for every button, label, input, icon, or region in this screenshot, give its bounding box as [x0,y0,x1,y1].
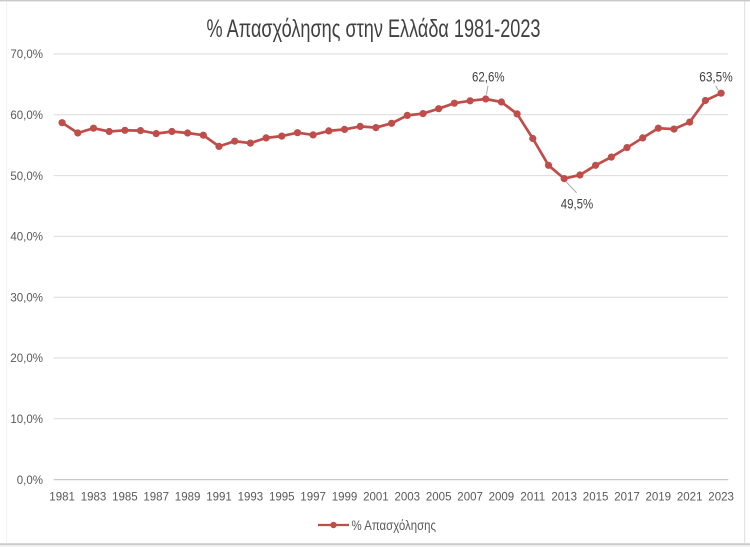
svg-text:1993: 1993 [238,491,264,503]
svg-text:1981: 1981 [49,491,75,503]
svg-text:2017: 2017 [614,491,640,503]
svg-text:1991: 1991 [206,491,232,503]
svg-text:1997: 1997 [300,491,326,503]
svg-text:62,6%: 62,6% [472,70,505,85]
svg-text:1989: 1989 [175,491,201,503]
svg-text:1983: 1983 [81,491,107,503]
svg-text:1999: 1999 [332,491,358,503]
svg-text:% Απασχόλησης στην Ελλάδα 1981: % Απασχόλησης στην Ελλάδα 1981-2023 [207,15,541,43]
svg-text:2001: 2001 [363,491,389,503]
svg-text:70,0%: 70,0% [10,49,43,61]
svg-text:2015: 2015 [583,491,609,503]
svg-text:40,0%: 40,0% [10,232,43,244]
svg-text:50,0%: 50,0% [10,171,43,183]
svg-text:2007: 2007 [457,491,483,503]
svg-text:1985: 1985 [112,491,138,503]
svg-text:49,5%: 49,5% [561,196,594,211]
svg-text:30,0%: 30,0% [10,292,43,304]
svg-text:0,0%: 0,0% [17,475,43,487]
svg-text:2011: 2011 [520,491,545,503]
svg-text:20,0%: 20,0% [10,353,43,365]
svg-text:2003: 2003 [395,491,421,503]
svg-text:2019: 2019 [646,491,672,503]
svg-text:2005: 2005 [426,491,452,503]
svg-text:2013: 2013 [551,491,577,503]
svg-text:60,0%: 60,0% [10,110,43,122]
svg-text:2023: 2023 [708,491,734,503]
svg-text:1987: 1987 [143,491,169,503]
svg-text:2021: 2021 [677,491,703,503]
svg-text:1995: 1995 [269,491,295,503]
svg-text:2009: 2009 [489,491,515,503]
svg-text:10,0%: 10,0% [10,414,43,426]
svg-text:63,5%: 63,5% [699,69,732,84]
svg-text:% Απασχόλησης: % Απασχόλησης [352,518,437,533]
